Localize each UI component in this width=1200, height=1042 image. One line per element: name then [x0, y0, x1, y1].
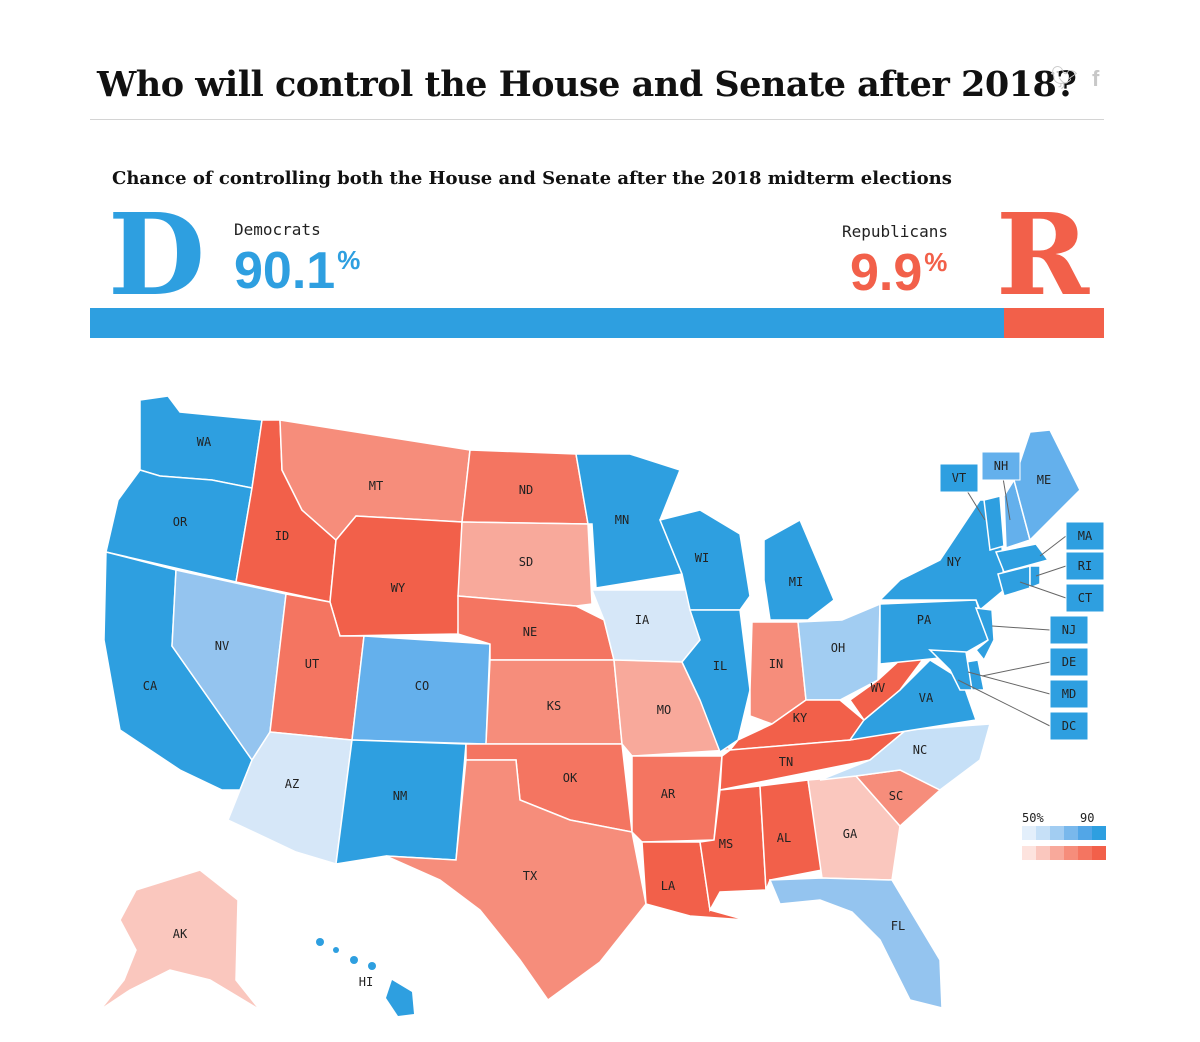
democrat-letter: D [108, 190, 206, 321]
state-vt[interactable] [983, 495, 1005, 551]
facebook-icon[interactable]: f [1091, 66, 1100, 91]
republican-letter: R [996, 190, 1090, 321]
state-al[interactable] [759, 779, 823, 891]
state-nd[interactable] [461, 449, 589, 525]
state-me[interactable] [1013, 429, 1081, 542]
democrats-label: Democrats [234, 220, 321, 239]
state-ar[interactable] [631, 755, 723, 843]
state-mi[interactable] [763, 518, 835, 621]
twitter-icon[interactable]: 🐦︎ [1050, 66, 1078, 91]
republicans-percentage: 9.9% [850, 247, 947, 299]
state-il[interactable] [681, 609, 751, 754]
state-nc[interactable] [819, 723, 992, 791]
state-tx[interactable] [385, 759, 647, 1002]
democrats-bar-segment [90, 308, 1004, 338]
state-wa[interactable] [139, 395, 263, 489]
republicans-unit: % [924, 247, 948, 277]
republicans-bar-segment [1004, 308, 1104, 338]
page-title: Who will control the House and Senate af… [97, 64, 1077, 105]
probability-bar [90, 308, 1104, 338]
state-wi[interactable] [658, 509, 751, 611]
share-buttons: 🐦︎ f [1050, 66, 1099, 92]
democrats-percentage: 90.1% [234, 245, 360, 297]
chart-subtitle: Chance of controlling both the House and… [112, 168, 952, 189]
state-wy[interactable] [329, 515, 463, 637]
title-divider [90, 119, 1104, 120]
state-sd[interactable] [457, 521, 593, 607]
state-ri[interactable] [1029, 565, 1041, 590]
state-fl[interactable] [768, 877, 943, 1009]
republicans-value: 9.9 [850, 244, 923, 302]
republicans-label: Republicans [842, 222, 948, 241]
state-nj[interactable] [974, 607, 995, 662]
democrats-value: 90.1 [234, 242, 336, 300]
state-co[interactable] [351, 635, 491, 745]
state-nm[interactable] [335, 739, 467, 865]
state-ma[interactable] [994, 543, 1050, 573]
state-ak[interactable] [99, 869, 261, 1011]
democrats-unit: % [337, 245, 361, 275]
state-ks[interactable] [485, 659, 623, 745]
state-hi[interactable] [316, 938, 414, 1016]
